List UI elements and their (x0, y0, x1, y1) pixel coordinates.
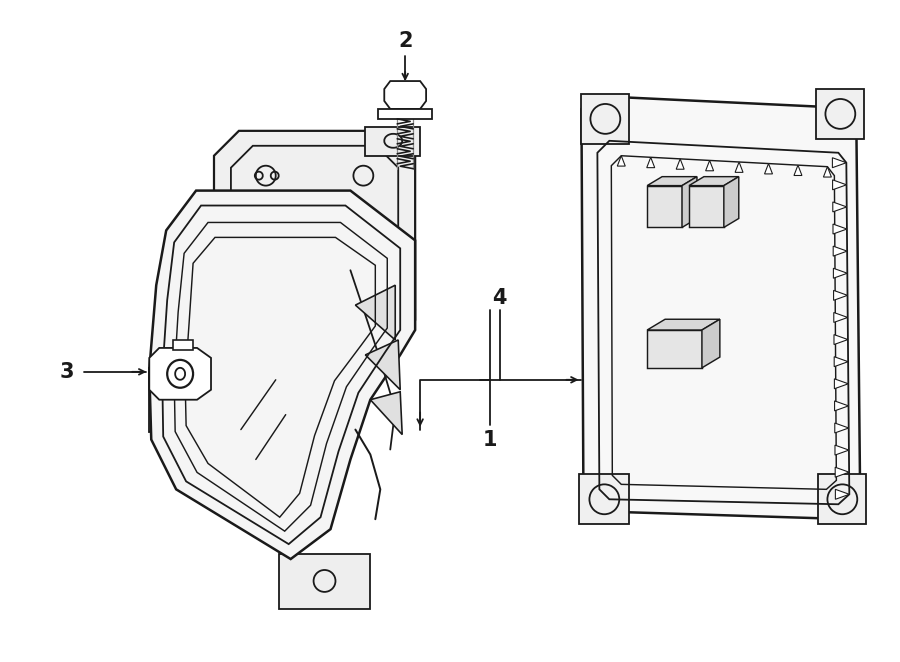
Polygon shape (149, 348, 211, 400)
Polygon shape (647, 330, 702, 368)
Polygon shape (365, 340, 400, 390)
Polygon shape (834, 401, 849, 411)
Polygon shape (816, 89, 864, 139)
Polygon shape (824, 167, 832, 177)
Polygon shape (647, 319, 720, 330)
Polygon shape (378, 109, 432, 119)
Polygon shape (149, 368, 214, 432)
Polygon shape (647, 177, 697, 185)
Polygon shape (735, 162, 743, 172)
Polygon shape (617, 156, 626, 166)
Polygon shape (833, 224, 847, 234)
Polygon shape (832, 202, 847, 212)
Polygon shape (647, 185, 682, 228)
Polygon shape (832, 158, 846, 167)
Polygon shape (279, 554, 370, 609)
Polygon shape (647, 158, 654, 167)
Polygon shape (706, 160, 714, 171)
Polygon shape (834, 379, 849, 389)
Polygon shape (365, 127, 420, 156)
Polygon shape (581, 96, 860, 519)
Polygon shape (833, 291, 848, 301)
Polygon shape (834, 334, 848, 344)
Polygon shape (581, 94, 629, 144)
Text: 1: 1 (482, 430, 497, 449)
Polygon shape (834, 357, 848, 367)
Polygon shape (676, 159, 684, 169)
Text: 2: 2 (398, 31, 412, 51)
Polygon shape (818, 475, 866, 524)
Polygon shape (835, 445, 849, 455)
Polygon shape (149, 191, 415, 559)
Polygon shape (689, 185, 724, 228)
Polygon shape (173, 340, 194, 350)
Polygon shape (350, 240, 415, 350)
Polygon shape (724, 177, 739, 228)
Polygon shape (580, 475, 629, 524)
Polygon shape (835, 423, 849, 433)
Polygon shape (835, 467, 849, 477)
Text: 3: 3 (59, 362, 74, 382)
Polygon shape (833, 246, 847, 256)
Polygon shape (794, 165, 802, 175)
Polygon shape (214, 131, 415, 345)
Polygon shape (832, 180, 847, 190)
Polygon shape (835, 489, 850, 499)
Polygon shape (682, 177, 697, 228)
Polygon shape (702, 319, 720, 368)
Text: 4: 4 (492, 288, 507, 308)
Polygon shape (764, 164, 772, 174)
Polygon shape (356, 285, 395, 340)
Polygon shape (833, 268, 847, 278)
Polygon shape (370, 392, 402, 434)
Polygon shape (384, 81, 426, 109)
Polygon shape (833, 312, 848, 322)
Polygon shape (689, 177, 739, 185)
